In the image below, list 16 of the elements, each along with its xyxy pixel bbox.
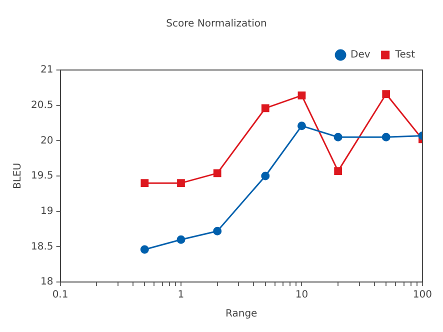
x-tick-label: 10 bbox=[295, 290, 308, 301]
legend-label: Dev bbox=[350, 50, 370, 61]
chart-title: Score Normalization bbox=[166, 18, 267, 30]
x-tick-label: 100 bbox=[412, 290, 432, 301]
y-tick-label: 19.5 bbox=[31, 170, 54, 182]
y-tick-label: 19 bbox=[40, 206, 54, 217]
y-tick-label: 18.5 bbox=[31, 241, 54, 252]
x-tick-label: 1 bbox=[178, 290, 184, 301]
y-tick-label: 21 bbox=[40, 64, 54, 76]
legend-label: Test bbox=[394, 50, 416, 61]
y-tick-label: 18 bbox=[40, 276, 54, 288]
y-axis-title: BLEU bbox=[12, 162, 24, 190]
y-tick-label: 20 bbox=[40, 135, 54, 146]
x-tick-label: 0.1 bbox=[52, 290, 68, 301]
y-tick-label: 20.5 bbox=[31, 100, 54, 111]
x-axis-title: Range bbox=[226, 308, 258, 320]
